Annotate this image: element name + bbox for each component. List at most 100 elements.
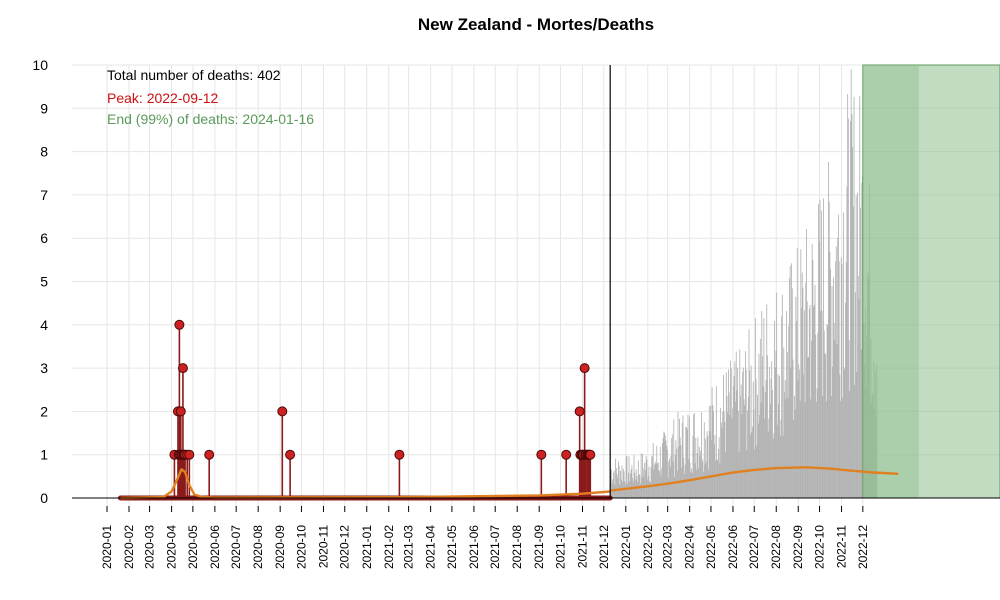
- forecast-bar: [660, 475, 662, 498]
- forecast-bar: [698, 446, 700, 498]
- forecast-bar: [762, 356, 763, 498]
- forecast-bar: [670, 455, 672, 498]
- forecast-bars: [610, 69, 878, 499]
- forecast-bar: [738, 451, 740, 498]
- forecast-bar: [707, 435, 709, 498]
- forecast-bar: [773, 433, 775, 498]
- forecast-bar: [859, 207, 861, 499]
- forecast-bar: [810, 399, 812, 498]
- x-tick-label: 2020-07: [229, 525, 243, 569]
- forecast-bar: [736, 390, 738, 498]
- x-tick-label: 2021-08: [510, 525, 524, 569]
- forecast-bar: [706, 431, 708, 498]
- forecast-bar: [693, 413, 695, 498]
- forecast-bar: [679, 418, 680, 498]
- forecast-bar: [830, 396, 832, 498]
- forecast-bar: [712, 405, 714, 498]
- forecast-bar: [730, 360, 731, 498]
- x-tick-label: 2021-03: [402, 525, 416, 569]
- forecast-bar: [726, 396, 728, 498]
- forecast-bar: [621, 465, 623, 498]
- forecast-bar: [686, 429, 688, 498]
- forecast-bar: [719, 463, 721, 498]
- forecast-bar: [749, 370, 751, 498]
- x-tick-label: 2021-09: [532, 525, 546, 569]
- forecast-bar: [760, 402, 762, 498]
- forecast-bar: [823, 198, 824, 498]
- forecast-bar: [835, 261, 837, 498]
- y-tick-label: 1: [40, 447, 48, 463]
- forecast-bar: [709, 431, 711, 498]
- total-deaths-annotation: Total number of deaths: 402: [107, 67, 281, 83]
- y-tick-label: 9: [40, 100, 48, 116]
- forecast-bar: [743, 399, 745, 498]
- trend-line: [120, 468, 611, 500]
- forecast-bar: [790, 367, 792, 498]
- forecast-bar: [796, 247, 798, 498]
- forecast-bar: [683, 457, 685, 498]
- forecast-bar: [825, 353, 827, 498]
- forecast-bar: [675, 440, 677, 498]
- y-axis-ticks: 0 1 2 3 4 5 6 7 8 9 10: [32, 57, 48, 506]
- forecast-bar: [661, 468, 663, 498]
- x-tick-label: 2022-04: [683, 525, 697, 569]
- forecast-bar: [757, 423, 759, 498]
- forecast-bar: [851, 114, 853, 498]
- observed-point: [277, 406, 288, 417]
- forecast-bar: [664, 435, 666, 498]
- forecast-bar: [710, 439, 712, 498]
- forecast-bar: [784, 391, 785, 498]
- forecast-bar: [625, 485, 626, 498]
- forecast-bar: [768, 418, 770, 498]
- forecast-bar: [652, 443, 654, 498]
- observed-point: [177, 363, 188, 374]
- forecast-bar: [644, 470, 646, 498]
- forecast-bar: [728, 392, 730, 498]
- forecast-bar: [672, 461, 674, 498]
- axes: [72, 65, 1000, 499]
- forecast-bar: [678, 446, 680, 498]
- forecast-bar: [687, 414, 689, 498]
- y-tick-label: 6: [40, 230, 48, 246]
- forecast-bar: [838, 261, 840, 498]
- observed-point: [536, 449, 547, 460]
- forecast-bar: [791, 288, 793, 498]
- forecast-bar: [816, 388, 818, 498]
- forecast-bar: [834, 339, 836, 498]
- forecast-bar: [685, 426, 687, 498]
- forecast-bar: [854, 384, 856, 498]
- forecast-bar: [751, 431, 753, 498]
- forecast-bar: [784, 379, 786, 498]
- y-tick-label: 8: [40, 144, 48, 160]
- forecast-bar: [713, 411, 714, 498]
- forecast-bar: [681, 422, 683, 498]
- forecast-bar: [846, 186, 848, 498]
- forecast-bar: [737, 367, 739, 498]
- forecast-bar: [637, 460, 639, 498]
- forecast-bar: [763, 318, 765, 498]
- forecast-bar: [788, 326, 790, 498]
- forecast-bar: [671, 434, 673, 498]
- forecast-bar: [700, 450, 702, 498]
- forecast-bar: [781, 294, 783, 498]
- trend-line: [610, 466, 899, 492]
- forecast-bar: [676, 470, 678, 498]
- x-tick-label: 2021-06: [467, 525, 481, 569]
- forecast-bar: [787, 397, 789, 498]
- forecast-bar: [827, 324, 829, 498]
- y-tick-label: 4: [40, 317, 48, 333]
- forecast-bar: [754, 318, 756, 498]
- forecast-bar: [845, 262, 847, 498]
- forecast-bar: [674, 477, 675, 498]
- forecast-bar: [766, 304, 768, 498]
- forecast-bar: [837, 237, 839, 499]
- forecast-bar: [651, 455, 653, 498]
- forecast-bar: [677, 412, 679, 498]
- forecast-bar: [831, 286, 833, 498]
- forecast-bar: [613, 472, 614, 498]
- forecast-bar: [740, 384, 742, 498]
- forecast-bar: [745, 351, 746, 498]
- forecast-bar: [774, 320, 775, 498]
- forecast-bar: [740, 396, 741, 498]
